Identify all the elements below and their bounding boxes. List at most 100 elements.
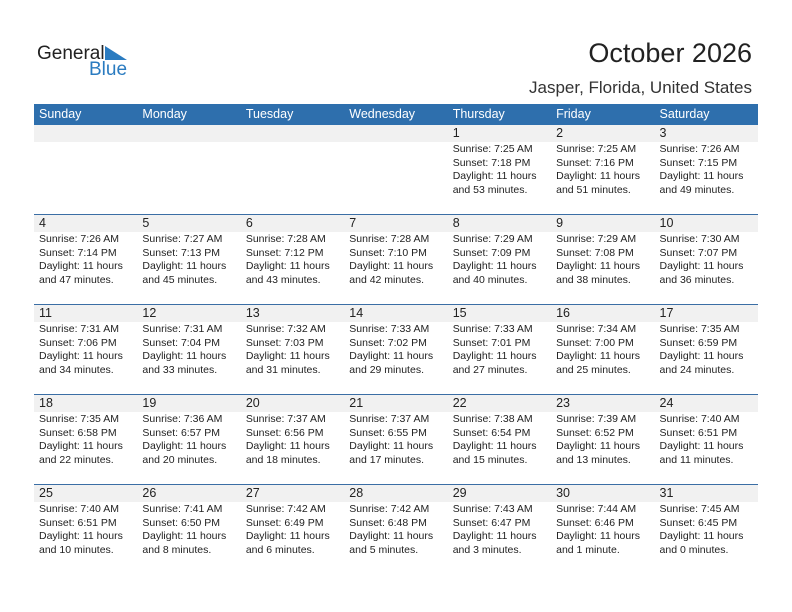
day-cell: 3 Sunrise: 7:26 AM Sunset: 7:15 PM Daylight… bbox=[654, 125, 758, 215]
sunrise-text: Sunrise: 7:42 AM bbox=[245, 503, 326, 515]
day-info: Sunrise: 7:26 AM Sunset: 7:14 PM Daylight:… bbox=[34, 232, 137, 287]
sunset-text: Sunset: 7:03 PM bbox=[245, 336, 324, 349]
day-info: Sunrise: 7:34 AM Sunset: 7:00 PM Daylight:… bbox=[551, 322, 654, 377]
sunrise-text: Sunrise: 7:29 AM bbox=[452, 233, 533, 245]
daylight1-text: Daylight: 11 hours bbox=[659, 440, 744, 452]
daylight2-text: and 53 minutes. bbox=[452, 183, 528, 196]
day-number: 5 bbox=[137, 215, 241, 232]
daylight2-text: and 20 minutes. bbox=[142, 453, 218, 466]
daylight2-text: and 43 minutes. bbox=[245, 273, 321, 286]
sunset-text: Sunset: 7:12 PM bbox=[245, 246, 324, 259]
sunset-text: Sunset: 7:18 PM bbox=[452, 156, 531, 169]
day-number: 6 bbox=[240, 215, 345, 232]
daylight1-text: Daylight: 11 hours bbox=[142, 530, 227, 542]
empty-day-number bbox=[344, 125, 448, 142]
sunrise-text: Sunrise: 7:45 AM bbox=[659, 503, 740, 515]
day-info: Sunrise: 7:32 AM Sunset: 7:03 PM Daylight:… bbox=[241, 322, 344, 377]
day-info: Sunrise: 7:37 AM Sunset: 6:56 PM Daylight:… bbox=[241, 412, 344, 467]
day-info: Sunrise: 7:28 AM Sunset: 7:12 PM Daylight:… bbox=[241, 232, 344, 287]
day-info: Sunrise: 7:40 AM Sunset: 6:51 PM Daylight:… bbox=[655, 412, 758, 467]
week-row: 11 Sunrise: 7:31 AM Sunset: 7:06 PM Dayligh… bbox=[34, 304, 758, 395]
day-info: Sunrise: 7:26 AM Sunset: 7:15 PM Daylight:… bbox=[655, 142, 758, 197]
day-number: 21 bbox=[344, 395, 448, 412]
day-number: 13 bbox=[240, 305, 345, 322]
sunrise-text: Sunrise: 7:26 AM bbox=[39, 233, 119, 245]
daylight1-text: Daylight: 11 hours bbox=[556, 530, 640, 542]
day-number: 7 bbox=[344, 215, 448, 232]
day-info: Sunrise: 7:33 AM Sunset: 7:01 PM Daylight:… bbox=[448, 322, 551, 377]
sunset-text: Sunset: 6:51 PM bbox=[659, 426, 738, 439]
sunrise-text: Sunrise: 7:37 AM bbox=[245, 413, 326, 425]
daylight1-text: Daylight: 11 hours bbox=[452, 170, 537, 182]
weekday-tuesday: Tuesday bbox=[245, 107, 294, 121]
daylight2-text: and 0 minutes. bbox=[659, 543, 729, 556]
weekday-header: Sunday Monday Tuesday Wednesday Thursday Frid… bbox=[34, 104, 758, 125]
daylight1-text: Daylight: 11 hours bbox=[349, 350, 434, 362]
empty-cell bbox=[137, 125, 241, 215]
day-cell: 18 Sunrise: 7:35 AM Sunset: 6:58 PM Dayligh… bbox=[34, 395, 138, 485]
sunset-text: Sunset: 6:45 PM bbox=[659, 516, 738, 529]
day-cell: 7 Sunrise: 7:28 AM Sunset: 7:10 PM Daylight… bbox=[344, 215, 448, 305]
day-number: 29 bbox=[447, 485, 552, 502]
sunrise-text: Sunrise: 7:42 AM bbox=[349, 503, 430, 515]
daylight1-text: Daylight: 11 hours bbox=[245, 350, 330, 362]
daylight1-text: Daylight: 11 hours bbox=[142, 350, 227, 362]
daylight1-text: Daylight: 11 hours bbox=[452, 260, 537, 272]
daylight2-text: and 17 minutes. bbox=[349, 453, 424, 466]
sunrise-text: Sunrise: 7:36 AM bbox=[142, 413, 223, 425]
empty-cell bbox=[240, 125, 345, 215]
day-cell: 6 Sunrise: 7:28 AM Sunset: 7:12 PM Daylight… bbox=[240, 215, 345, 305]
daylight2-text: and 11 minutes. bbox=[659, 453, 734, 466]
day-number: 8 bbox=[447, 215, 552, 232]
day-cell: 22 Sunrise: 7:38 AM Sunset: 6:54 PM Dayligh… bbox=[447, 395, 552, 485]
daylight2-text: and 22 minutes. bbox=[39, 453, 114, 466]
day-cell: 30 Sunrise: 7:44 AM Sunset: 6:46 PM Dayligh… bbox=[551, 485, 655, 575]
daylight1-text: Daylight: 11 hours bbox=[452, 530, 537, 542]
day-info: Sunrise: 7:25 AM Sunset: 7:18 PM Daylight:… bbox=[448, 142, 551, 197]
sunrise-text: Sunrise: 7:34 AM bbox=[556, 323, 637, 335]
daylight2-text: and 38 minutes. bbox=[556, 273, 631, 286]
sunset-text: Sunset: 6:54 PM bbox=[452, 426, 531, 439]
weekday-friday: Friday bbox=[556, 107, 591, 121]
sunset-text: Sunset: 7:01 PM bbox=[452, 336, 531, 349]
location: Jasper, Florida, United States bbox=[528, 78, 752, 97]
sunrise-text: Sunrise: 7:35 AM bbox=[39, 413, 119, 425]
day-cell: 12 Sunrise: 7:31 AM Sunset: 7:04 PM Dayligh… bbox=[137, 305, 241, 395]
daylight2-text: and 36 minutes. bbox=[659, 273, 735, 286]
daylight1-text: Daylight: 11 hours bbox=[39, 440, 123, 452]
daylight2-text: and 33 minutes. bbox=[142, 363, 218, 376]
sunset-text: Sunset: 6:51 PM bbox=[39, 516, 117, 529]
day-number: 9 bbox=[551, 215, 655, 232]
day-number: 23 bbox=[551, 395, 655, 412]
daylight1-text: Daylight: 11 hours bbox=[452, 350, 537, 362]
sunrise-text: Sunrise: 7:44 AM bbox=[556, 503, 637, 515]
day-cell: 5 Sunrise: 7:27 AM Sunset: 7:13 PM Daylight… bbox=[137, 215, 241, 305]
day-number: 3 bbox=[654, 125, 758, 142]
day-cell: 17 Sunrise: 7:35 AM Sunset: 6:59 PM Dayligh… bbox=[654, 305, 758, 395]
day-cell: 29 Sunrise: 7:43 AM Sunset: 6:47 PM Dayligh… bbox=[447, 485, 552, 575]
week-row: 25 Sunrise: 7:40 AM Sunset: 6:51 PM Dayligh… bbox=[34, 484, 758, 575]
weekday-thursday: Thursday bbox=[452, 107, 505, 121]
day-number: 26 bbox=[137, 485, 241, 502]
daylight2-text: and 29 minutes. bbox=[349, 363, 424, 376]
week-row: 1 Sunrise: 7:25 AM Sunset: 7:18 PM Daylight… bbox=[34, 125, 758, 215]
day-number: 24 bbox=[654, 395, 758, 412]
daylight1-text: Daylight: 11 hours bbox=[556, 170, 640, 182]
daylight2-text: and 15 minutes. bbox=[452, 453, 528, 466]
daylight1-text: Daylight: 11 hours bbox=[142, 260, 227, 272]
day-number: 15 bbox=[447, 305, 552, 322]
daylight2-text: and 45 minutes. bbox=[142, 273, 218, 286]
daylight2-text: and 34 minutes. bbox=[39, 363, 114, 376]
day-number: 25 bbox=[34, 485, 138, 502]
sunset-text: Sunset: 7:16 PM bbox=[556, 156, 634, 169]
day-number: 1 bbox=[447, 125, 552, 142]
day-info: Sunrise: 7:31 AM Sunset: 7:06 PM Daylight:… bbox=[34, 322, 137, 377]
sunset-text: Sunset: 6:55 PM bbox=[349, 426, 427, 439]
sunset-text: Sunset: 7:09 PM bbox=[452, 246, 531, 259]
weekday-saturday: Saturday bbox=[659, 107, 710, 121]
page-title: October 2026 bbox=[588, 38, 752, 68]
day-info: Sunrise: 7:33 AM Sunset: 7:02 PM Daylight:… bbox=[344, 322, 447, 377]
sunrise-text: Sunrise: 7:27 AM bbox=[142, 233, 223, 245]
day-cell: 4 Sunrise: 7:26 AM Sunset: 7:14 PM Daylight… bbox=[34, 215, 138, 305]
sunset-text: Sunset: 7:13 PM bbox=[142, 246, 221, 259]
